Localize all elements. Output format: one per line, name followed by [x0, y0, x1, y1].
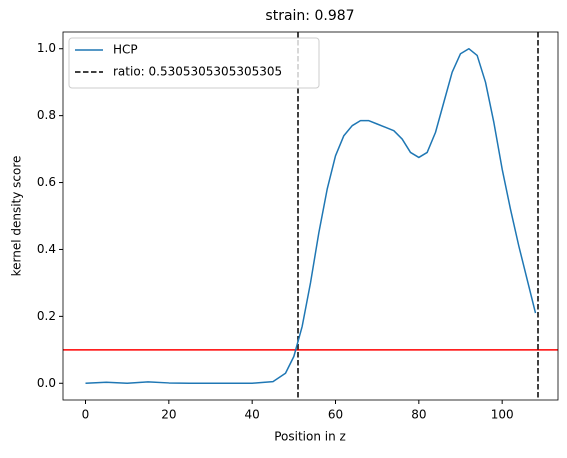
x-tick-label: 100 — [491, 408, 514, 422]
legend-label: ratio: 0.5305305305305305 — [113, 65, 282, 79]
y-tick-label: 0.4 — [37, 242, 56, 256]
x-tick-label: 0 — [82, 408, 90, 422]
x-axis-label: Position in z — [274, 430, 346, 444]
x-tick-label: 20 — [161, 408, 176, 422]
y-tick-label: 0.2 — [37, 309, 56, 323]
x-tick-label: 80 — [411, 408, 426, 422]
plot-frame — [62, 31, 559, 401]
y-tick-label: 0.6 — [37, 175, 56, 189]
data-line — [85, 47, 537, 385]
legend-label: HCP — [113, 43, 138, 57]
legend-box — [68, 37, 320, 89]
y-tick-label: 0.8 — [37, 108, 56, 122]
x-tick-label: 60 — [328, 408, 343, 422]
x-tick-label: 40 — [245, 408, 260, 422]
chart-title: strain: 0.987 — [265, 8, 354, 24]
y-tick-label: 1.0 — [37, 41, 56, 55]
y-tick-label: 0.0 — [37, 376, 56, 390]
y-axis-label: kernel density score — [10, 156, 24, 277]
